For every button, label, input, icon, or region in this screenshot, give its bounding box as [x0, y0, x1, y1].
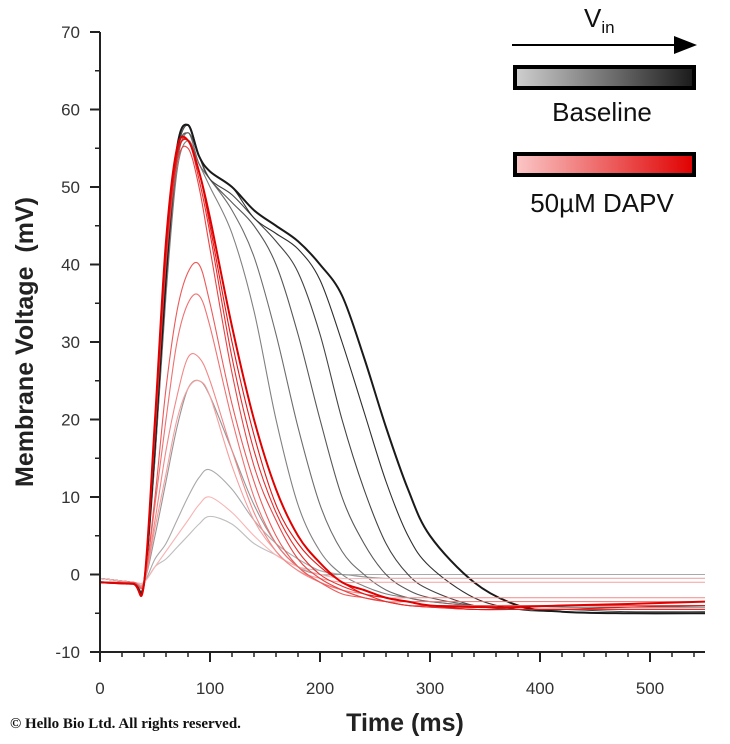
baseline-trace — [99, 515, 705, 585]
x-tick-label: 500 — [636, 679, 664, 698]
y-tick-label: -10 — [55, 643, 80, 662]
traces — [99, 123, 706, 615]
y-tick-label: 50 — [61, 178, 80, 197]
y-tick-label: 0 — [71, 566, 80, 585]
legend-label-dapv: 50µM DAPV — [530, 188, 674, 218]
x-tick-label: 0 — [95, 679, 104, 698]
y-tick-label: 70 — [61, 23, 80, 42]
copyright-notice: © Hello Bio Ltd. All rights reserved. — [10, 716, 241, 733]
legend-bar-baseline — [513, 65, 696, 90]
vin-main: V — [584, 3, 602, 33]
copyright-text: Hello Bio Ltd. All rights reserved. — [24, 716, 241, 732]
dapv-trace — [100, 353, 705, 599]
dapv-trace — [99, 496, 705, 585]
y-tick-label: 40 — [61, 256, 80, 275]
y-axis-title: Membrane Voltage (mV) — [11, 197, 39, 487]
dapv-trace — [100, 261, 705, 607]
dapv-trace — [100, 293, 705, 603]
y-tick-label: 60 — [61, 101, 80, 120]
dapv-trace — [100, 379, 705, 587]
vin-sub: in — [601, 18, 614, 37]
legend-bar-dapv — [513, 152, 696, 177]
baseline-trace — [99, 379, 705, 587]
dapv-trace — [99, 135, 706, 609]
copyright-icon: © — [10, 716, 22, 732]
x-axis-title: Time (ms) — [346, 709, 464, 737]
y-tick-label: 30 — [61, 333, 80, 352]
legend-label-baseline: Baseline — [552, 97, 652, 127]
y-tick-label: 20 — [61, 411, 80, 430]
y-tick-label: 10 — [61, 488, 80, 507]
vin-label: Vin — [584, 3, 615, 37]
x-tick-label: 100 — [196, 679, 224, 698]
x-tick-label: 400 — [526, 679, 554, 698]
baseline-trace — [99, 468, 705, 585]
axes: 0 100 200 300 400 500 -10 0 10 20 30 40 50 60 70 — [55, 23, 705, 698]
x-tick-label: 200 — [306, 679, 334, 698]
vin-arrow-head — [674, 36, 697, 54]
legend: Vin Baseline 50µM DAPV — [512, 3, 697, 218]
x-tick-label: 300 — [416, 679, 444, 698]
